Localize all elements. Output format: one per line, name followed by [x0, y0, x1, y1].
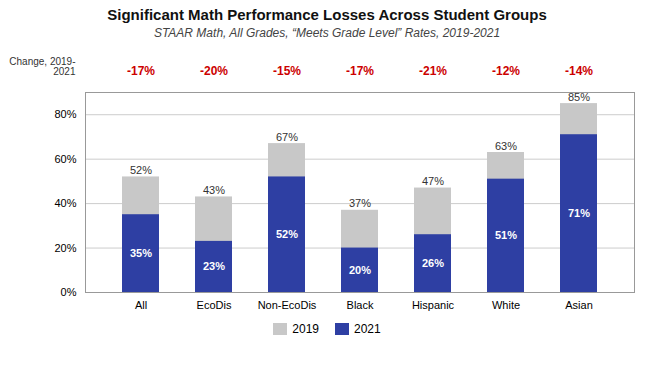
svg-text:23%: 23%: [203, 260, 225, 272]
svg-text:All: All: [135, 299, 147, 311]
html-text:Significant Math Performance L: Significant Math Performance Losses Acro…: [107, 6, 547, 23]
svg-text:EcoDis: EcoDis: [197, 299, 232, 311]
svg-text:43%: 43%: [203, 184, 225, 196]
svg-text:20%: 20%: [54, 242, 76, 254]
svg-text:40%: 40%: [54, 197, 76, 209]
svg-text:85%: 85%: [568, 90, 590, 103]
svg-text:-12%: -12%: [492, 64, 520, 78]
svg-text:63%: 63%: [495, 140, 517, 152]
svg-text:80%: 80%: [54, 108, 76, 120]
svg-text:52%: 52%: [130, 164, 152, 176]
svg-text:52%: 52%: [276, 228, 298, 240]
svg-text:26%: 26%: [422, 257, 444, 269]
svg-text:-15%: -15%: [273, 64, 301, 78]
svg-text:-17%: -17%: [127, 64, 155, 78]
svg-text:35%: 35%: [130, 247, 152, 259]
svg-text:Hispanic: Hispanic: [412, 299, 455, 311]
svg-text:20%: 20%: [349, 264, 371, 276]
svg-text:67%: 67%: [276, 131, 298, 143]
html-text:STAAR Math, All Grades, “Meets: STAAR Math, All Grades, “Meets Grade Lev…: [153, 26, 501, 40]
svg-text:37%: 37%: [349, 197, 371, 209]
svg-text:Black: Black: [347, 299, 374, 311]
svg-text:Change, 2019-2021: Change, 2019-2021: [9, 56, 76, 77]
svg-text:47%: 47%: [422, 175, 444, 187]
svg-text:Asian: Asian: [565, 299, 593, 311]
svg-text:White: White: [492, 299, 520, 311]
svg-text:60%: 60%: [54, 153, 76, 165]
svg-text:0%: 0%: [61, 286, 77, 298]
svg-text:-20%: -20%: [200, 64, 228, 78]
svg-text:-17%: -17%: [346, 64, 374, 78]
svg-text:-14%: -14%: [565, 64, 593, 78]
svg-text:71%: 71%: [568, 207, 590, 219]
html-text:2019: 2019: [292, 322, 319, 336]
svg-text:-21%: -21%: [419, 64, 447, 78]
svg-text:51%: 51%: [495, 229, 517, 241]
svg-text:Non-EcoDis: Non-EcoDis: [258, 299, 317, 311]
html-text:2021: 2021: [354, 322, 381, 336]
